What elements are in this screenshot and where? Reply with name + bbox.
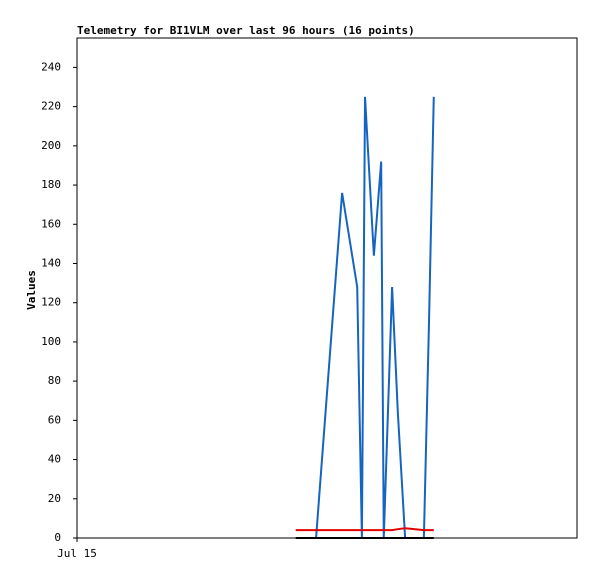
y-tick-label: 120 [41,296,61,309]
series-line [295,96,435,539]
series-line [295,527,434,532]
y-tick-label: 60 [48,413,61,426]
y-tick-label: 200 [41,139,61,152]
plot-frame [76,37,578,539]
y-tick-label: 100 [41,335,61,348]
y-tick-label: 0 [54,531,61,544]
y-tick-label: 80 [48,374,61,387]
y-tick-label: 160 [41,217,61,230]
x-tick-label: Jul 15 [57,547,97,560]
y-tick-label: 40 [48,453,61,466]
y-tick-label: 180 [41,178,61,191]
y-tick-label: 220 [41,100,61,113]
y-tick-label: 20 [48,492,61,505]
y-axis-label: Values [25,270,38,310]
y-tick-label: 240 [41,60,61,73]
chart-title: Telemetry for BI1VLM over last 96 hours … [77,24,415,37]
y-tick-label: 140 [41,256,61,269]
